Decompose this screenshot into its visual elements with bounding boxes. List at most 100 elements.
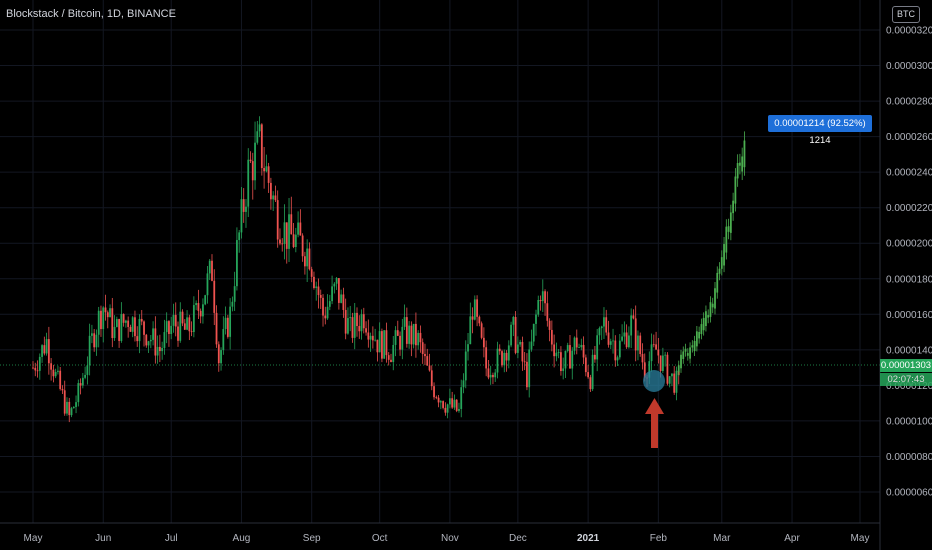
candle-body — [661, 355, 664, 371]
candle-body — [177, 326, 179, 341]
candle-body — [471, 316, 474, 320]
candle-body — [147, 341, 150, 346]
projection-body — [714, 288, 716, 309]
candle-body — [163, 332, 166, 348]
candle-body — [188, 317, 191, 332]
candle-body — [580, 344, 583, 348]
candle-body — [535, 314, 537, 324]
candle-body — [512, 316, 515, 325]
candle-body — [498, 348, 501, 352]
candle-body — [324, 315, 327, 319]
candle-body — [655, 344, 657, 350]
candle-body — [93, 333, 96, 348]
candle-body — [507, 345, 510, 361]
candle-body — [553, 344, 556, 357]
candle-body — [233, 286, 236, 302]
candle-series — [32, 116, 680, 423]
candle-body — [118, 319, 120, 341]
candle-body — [442, 401, 445, 408]
projection-body — [739, 162, 741, 166]
candle-body — [220, 350, 222, 364]
projection-body — [677, 365, 680, 372]
candle-body — [392, 344, 395, 363]
candle-body — [347, 318, 349, 334]
time-axis[interactable]: May Jun Jul Aug Sep Oct Nov Dec 2021 Feb Mar Apr May — [24, 533, 870, 544]
projection-body — [700, 324, 703, 335]
candle-body — [213, 280, 216, 313]
candle-body — [426, 356, 429, 366]
candle-body — [664, 354, 667, 356]
candle-body — [211, 260, 213, 281]
candle-body — [154, 328, 157, 356]
time-tick-label: Apr — [784, 533, 800, 544]
touch-point-circle[interactable] — [643, 370, 665, 392]
candle-body — [335, 278, 338, 284]
projection-body — [736, 163, 739, 179]
candle-body — [240, 199, 243, 233]
candle-body — [156, 346, 159, 356]
candle-body — [541, 291, 544, 302]
projection-body — [680, 354, 682, 369]
candle-body — [131, 317, 134, 332]
projection-body — [720, 257, 723, 269]
candle-body — [251, 161, 254, 181]
time-tick-label: Aug — [233, 533, 251, 544]
candle-body — [265, 166, 268, 172]
candle-body — [236, 240, 238, 287]
candle-body — [145, 334, 148, 346]
candle-body — [356, 312, 358, 327]
candle-body — [634, 318, 637, 351]
projection-body — [743, 140, 746, 168]
projection-series — [677, 131, 746, 377]
candle-body — [521, 341, 524, 362]
annotation-group[interactable] — [643, 370, 665, 448]
candle-body — [45, 339, 48, 354]
candle-body — [276, 200, 279, 240]
candle-body — [399, 335, 401, 350]
candle-body — [482, 337, 485, 348]
candle-body — [403, 317, 406, 327]
candle-body — [238, 232, 241, 241]
candle-body — [446, 404, 449, 413]
candle-body — [532, 323, 535, 342]
candle-body — [129, 326, 132, 332]
up-arrow[interactable] — [645, 398, 664, 448]
candle-body — [589, 377, 592, 390]
candle-body — [95, 334, 98, 348]
candle-body — [668, 376, 671, 384]
candle-body — [453, 399, 456, 408]
candle-body — [75, 402, 77, 407]
time-tick-label: May — [851, 533, 870, 544]
candle-body — [578, 347, 580, 349]
candle-body — [245, 206, 247, 212]
candle-body — [587, 372, 590, 378]
candle-body — [614, 340, 617, 361]
candle-body — [308, 248, 311, 270]
candle-body — [410, 325, 413, 345]
candle-body — [41, 345, 43, 357]
candle-body — [451, 398, 454, 408]
candle-body — [170, 325, 173, 334]
candle-body — [555, 352, 558, 357]
projection-body — [686, 353, 689, 356]
currency-badge[interactable]: BTC — [892, 6, 920, 23]
candle-body — [222, 329, 225, 351]
candle-body — [671, 373, 673, 377]
candle-body — [50, 363, 53, 370]
candle-body — [337, 278, 340, 303]
candle-body — [609, 341, 612, 345]
candle-body — [109, 308, 111, 318]
candle-body — [675, 370, 678, 393]
candle-body — [206, 273, 209, 296]
projection-body — [732, 200, 735, 214]
candle-body — [122, 314, 125, 323]
candle-body — [86, 365, 89, 375]
bar-countdown-tag: 02:07:43 — [880, 373, 932, 386]
